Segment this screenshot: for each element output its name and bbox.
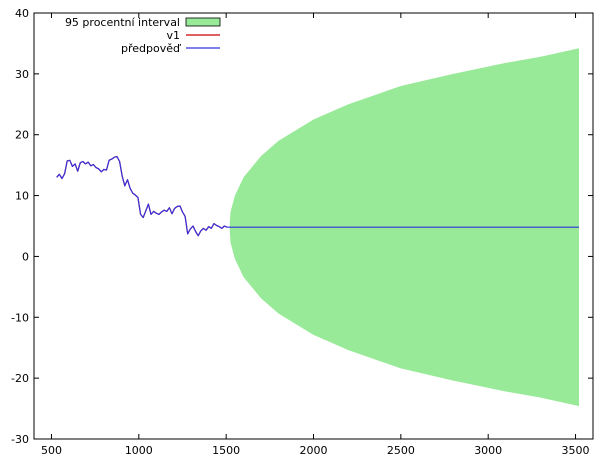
- legend-label-predpoved: předpověď: [121, 42, 182, 55]
- line-layer: [56, 156, 579, 237]
- x-tick-label: 3000: [474, 444, 502, 457]
- x-tick-label: 1500: [212, 444, 240, 457]
- y-tick-label: 0: [22, 250, 29, 263]
- y-tick-label: 30: [15, 68, 29, 81]
- y-tick-label: 20: [15, 129, 29, 142]
- x-tick-label: 500: [41, 444, 62, 457]
- y-tick-label: 10: [15, 190, 29, 203]
- legend-label-v1: v1: [166, 29, 180, 42]
- axes-layer: 500 1000 1500 2000 2500 3000 3500 -30 -20 -10 0 10 2…: [11, 7, 594, 457]
- y-tick-label: -10: [11, 311, 29, 324]
- x-tick-label: 3500: [562, 444, 590, 457]
- series-line-predpoved: [56, 156, 579, 237]
- series-line-v1: [56, 156, 228, 237]
- legend-swatch-95-procentni-interval: [185, 17, 221, 27]
- x-tick-label: 2000: [300, 444, 328, 457]
- legend-label-95-procentni-interval: 95 procentní interval: [65, 16, 180, 29]
- y-tick-label: 40: [15, 7, 29, 20]
- y-tick-label: -20: [11, 372, 29, 385]
- x-tick-label: 1000: [125, 444, 153, 457]
- y-tick-label: -30: [11, 433, 29, 446]
- x-tick-label: 2500: [387, 444, 415, 457]
